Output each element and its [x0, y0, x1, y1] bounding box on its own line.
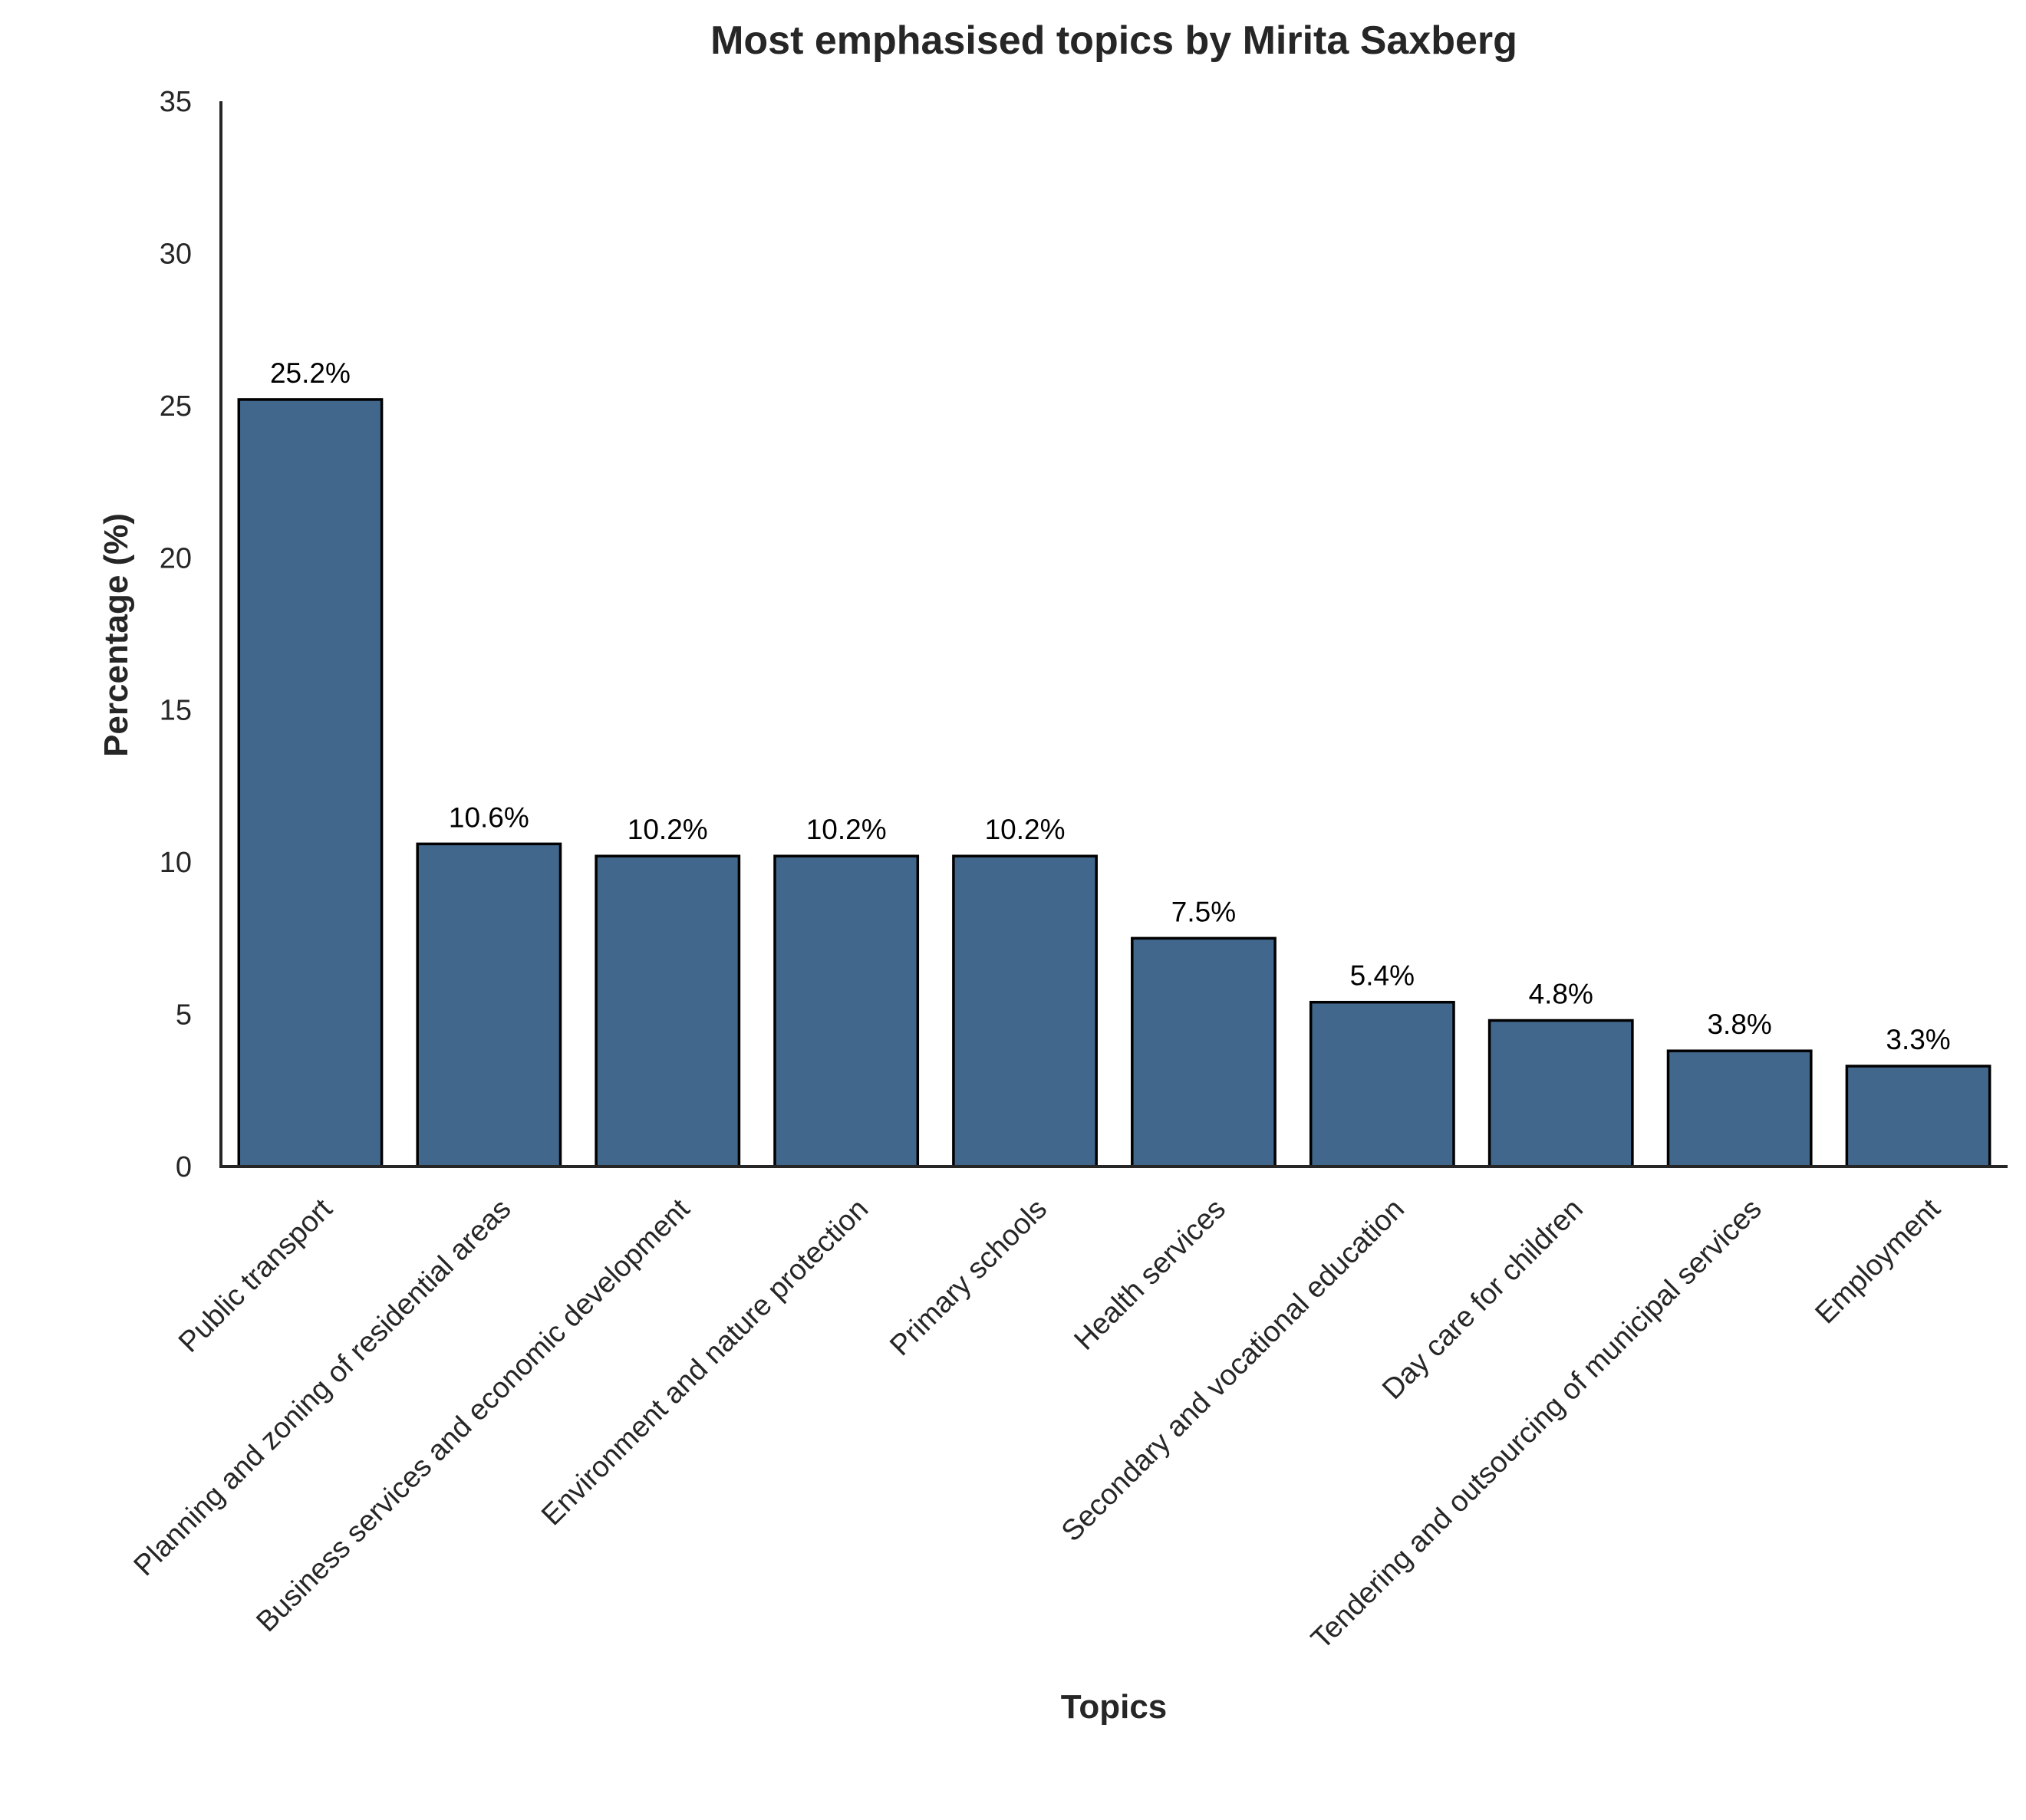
data-label: 10.2%	[806, 814, 887, 845]
y-tick-label: 5	[176, 999, 192, 1032]
y-axis-ticks: 0 5 10 15 20 25 30 35	[160, 86, 192, 1183]
bar	[237, 398, 384, 1168]
y-tick-label: 20	[160, 542, 192, 574]
bar	[773, 854, 920, 1168]
chart-title: Most emphasised topics by Mirita Saxberg	[710, 18, 1517, 63]
bar	[595, 854, 741, 1168]
data-label: 25.2%	[270, 357, 351, 389]
data-label: 3.3%	[1886, 1024, 1950, 1055]
x-tick-label: Primary schools	[884, 1193, 1053, 1362]
y-tick-label: 15	[160, 695, 192, 727]
x-axis-label: Topics	[1061, 1688, 1168, 1726]
bar	[952, 854, 1098, 1168]
x-tick-label: Health services	[1069, 1193, 1232, 1356]
y-tick-label: 25	[160, 390, 192, 423]
data-label: 5.4%	[1350, 960, 1415, 992]
data-label: 10.2%	[985, 814, 1066, 845]
data-label: 4.8%	[1529, 979, 1593, 1010]
data-label: 3.8%	[1707, 1009, 1771, 1040]
bar	[1666, 1049, 1813, 1168]
y-tick-label: 10	[160, 847, 192, 879]
y-tick-label: 35	[160, 86, 192, 118]
bar	[1487, 1019, 1634, 1168]
x-tick-label: Day care for children	[1376, 1193, 1590, 1406]
y-axis-label: Percentage (%)	[97, 513, 135, 757]
x-tick-label: Planning and zoning of residential areas	[128, 1193, 518, 1582]
bar	[1845, 1065, 1991, 1168]
x-tick-label: Employment	[1810, 1193, 1947, 1330]
bar	[416, 842, 562, 1168]
data-label: 10.6%	[449, 801, 529, 833]
plot-area: 25.2% 10.6% 10.2% 10.2% 10.2% 7.5% 5.4% 4.8% 3.8…	[237, 357, 1991, 1168]
x-tick-label: Environment and nature protection	[535, 1193, 875, 1532]
x-tick-label: Secondary and vocational education	[1056, 1193, 1411, 1548]
y-tick-label: 0	[176, 1151, 192, 1183]
bar	[1309, 1000, 1455, 1168]
y-tick-label: 30	[160, 238, 192, 270]
bar	[1131, 936, 1277, 1168]
data-label: 7.5%	[1171, 896, 1236, 927]
data-label: 10.2%	[628, 814, 708, 845]
x-tick-label: Public transport	[173, 1193, 339, 1359]
